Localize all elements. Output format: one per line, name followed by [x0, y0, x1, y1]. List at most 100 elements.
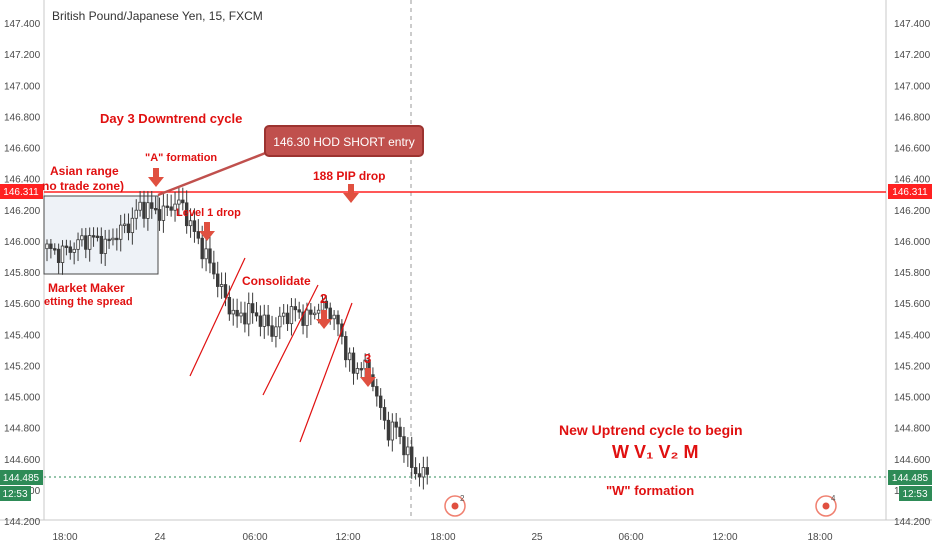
candle-body [313, 312, 317, 316]
candle-body [212, 262, 216, 275]
hod-price-right-text: 146.311 [892, 187, 928, 198]
candle-body [324, 300, 329, 309]
hod-price-flag-right: 146.311 [888, 184, 932, 199]
price-tick-label: 145.600 [4, 299, 41, 310]
time-axis[interactable]: 18:00 24 06:00 12:00 18:00 25 06:00 12:00 18:00 [52, 532, 832, 543]
candle-body [421, 467, 426, 478]
arrow-down-icon[interactable] [316, 310, 332, 329]
candle-body [336, 314, 340, 325]
price-tick-label: 145.000 [4, 393, 41, 404]
asian-range-label: Asian range [50, 164, 119, 178]
candle-body [184, 202, 189, 227]
candle-body [208, 248, 212, 264]
candle-body [250, 303, 255, 314]
candle-body [45, 243, 49, 250]
candle-body [157, 209, 162, 221]
last-price-right-text: 144.485 [892, 473, 929, 484]
event-badge-count: 4 [831, 494, 836, 503]
candle-body [297, 309, 301, 313]
right-price-axis[interactable]: 147.400 147.200 147.000 146.800 146.600 146.4… [894, 19, 931, 528]
price-tick-label: 146.400 [894, 175, 931, 186]
price-tick-label: 146.400 [4, 175, 41, 186]
time-tick-label: 25 [531, 532, 543, 543]
a-formation-label: "A" formation [145, 152, 217, 164]
candle-body [425, 467, 429, 475]
channel-line-2[interactable] [262, 284, 319, 396]
candle-body [351, 352, 356, 374]
market-maker-label: Market Maker [48, 281, 125, 295]
time-tick-label: 18:00 [52, 532, 77, 543]
candle-body [316, 309, 321, 314]
candle-body [394, 421, 398, 428]
time-tick-label: 12:00 [335, 532, 360, 543]
price-tick-label: 144.800 [894, 424, 931, 435]
candle-body [305, 309, 309, 326]
candle-body [150, 202, 154, 209]
candle-body [84, 235, 88, 250]
candle-body [382, 407, 387, 421]
market-maker-sublabel: etting the spread [44, 296, 133, 308]
candle-body [177, 199, 181, 205]
entry-callout-box[interactable] [264, 125, 424, 157]
candle-body [410, 446, 414, 468]
arrow-down-icon[interactable] [199, 222, 215, 241]
price-tick-label: 145.200 [894, 361, 931, 372]
candle-body [173, 203, 177, 211]
candle-body [239, 312, 243, 317]
candle-body [72, 248, 76, 253]
price-tick-label: 146.600 [894, 144, 931, 155]
channel-line-1[interactable] [189, 257, 246, 377]
time-tick-label: 18:00 [430, 532, 455, 543]
level1-drop-label: Level 1 drop [176, 207, 241, 219]
candle-body [309, 309, 313, 315]
candle-body [165, 205, 169, 208]
candle-body [142, 201, 146, 219]
candle-body [126, 223, 131, 234]
asian-range-sublabel: no trade zone) [42, 179, 124, 193]
channel-line-3[interactable] [299, 302, 353, 443]
candle-body [64, 245, 69, 248]
event-badge-count: 2 [460, 494, 465, 503]
candle-body [223, 284, 228, 298]
candle-body [247, 303, 251, 325]
candle-body [161, 205, 166, 221]
price-tick-label: 146.000 [894, 237, 931, 248]
candle-body [347, 352, 352, 361]
candle-body [91, 235, 96, 238]
plot-area[interactable] [44, 0, 886, 520]
time-tick-label: 18:00 [807, 532, 832, 543]
candle-body [390, 421, 395, 441]
left-price-axis[interactable]: 147.400 147.200 147.000 146.800 146.600 146.4… [4, 19, 41, 528]
candle-body [53, 248, 57, 251]
candle-body [278, 315, 282, 328]
time-tick-label: 06:00 [618, 532, 643, 543]
event-badge[interactable]: 2 [444, 494, 466, 517]
candle-body [188, 220, 193, 227]
price-tick-label: 145.800 [4, 268, 41, 279]
candle-series[interactable] [45, 187, 429, 490]
candle-body [196, 231, 201, 239]
candle-body [274, 326, 278, 337]
chart-title: British Pound/Japanese Yen, 15, FXCM [52, 9, 263, 23]
candle-body [375, 386, 379, 397]
candle-body [266, 314, 270, 327]
last-price-left-text: 144.485 [3, 473, 40, 484]
last-price-flag-left: 144.485 12:53 [0, 470, 43, 501]
arrow-down-icon[interactable] [148, 168, 164, 187]
candle-body [231, 309, 235, 315]
arrow-down-icon[interactable] [360, 368, 376, 387]
candle-body [111, 237, 115, 241]
candle-body [285, 312, 290, 325]
w-formation-label: "W" formation [606, 483, 694, 498]
callout-pointer [157, 150, 269, 197]
candle-body [406, 446, 410, 456]
time-tick-label: 12:00 [712, 532, 737, 543]
price-tick-label: 147.200 [894, 50, 931, 61]
candle-body [204, 248, 208, 260]
price-tick-label: 145.200 [4, 361, 41, 372]
event-badge[interactable]: 4 [815, 494, 837, 517]
arrow-down-icon[interactable] [343, 184, 359, 203]
price-tick-label: 146.200 [4, 206, 41, 217]
consolidate-label: Consolidate [242, 274, 311, 288]
